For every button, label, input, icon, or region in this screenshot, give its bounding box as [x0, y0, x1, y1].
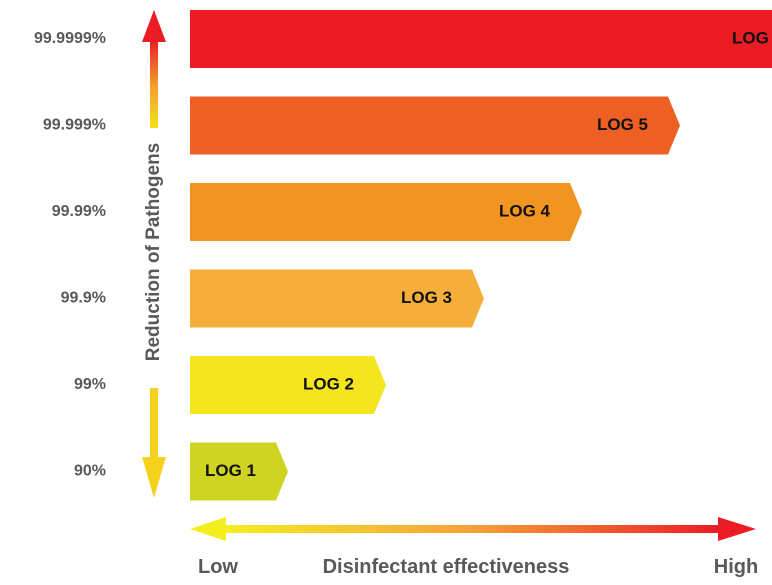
- y-tick-label: 99.9%: [61, 290, 106, 307]
- bar-label-log-1: LOG 1: [205, 461, 256, 480]
- y-arrow-head-down: [142, 457, 166, 498]
- bar-label-log-3: LOG 3: [401, 288, 452, 307]
- y-axis-label: Reduction of Pathogens: [143, 143, 164, 362]
- bar-log-5: [190, 96, 680, 155]
- y-tick-label: 99.99%: [52, 203, 106, 220]
- x-axis-label: Disinfectant effectiveness: [323, 556, 570, 578]
- bars-group: LOG 1 90% LOG 2 99% LOG 3 99.9% LOG 4 99.99% LOG…: [34, 10, 772, 501]
- y-tick-label: 99%: [74, 376, 106, 393]
- bar-log-6: [190, 10, 772, 68]
- y-arrow-shaft-top: [150, 40, 158, 128]
- y-axis-arrow: [142, 10, 166, 498]
- bar-log-3: [190, 269, 484, 328]
- x-arrow-head-left: [190, 517, 226, 541]
- y-tick-label: 90%: [74, 463, 106, 480]
- bar-label-log-5: LOG 5: [597, 115, 648, 134]
- bar-label-log-4: LOG 4: [499, 201, 551, 220]
- x-low-label: Low: [198, 556, 238, 578]
- bar-label-log-6: LOG 6: [732, 28, 772, 47]
- bar-log-1: [190, 442, 288, 501]
- x-arrow-head-right: [718, 517, 756, 541]
- bar-label-log-2: LOG 2: [303, 374, 354, 393]
- x-arrow-shaft: [224, 525, 720, 533]
- y-tick-label: 99.9999%: [34, 30, 106, 47]
- bar-log-4: [190, 183, 582, 241]
- x-axis-arrow: [190, 517, 756, 541]
- y-arrow-head-up: [142, 10, 166, 42]
- bar-log-2: [190, 356, 386, 414]
- y-tick-label: 99.999%: [43, 117, 106, 134]
- y-arrow-shaft-bottom: [150, 388, 158, 460]
- x-high-label: High: [714, 556, 758, 578]
